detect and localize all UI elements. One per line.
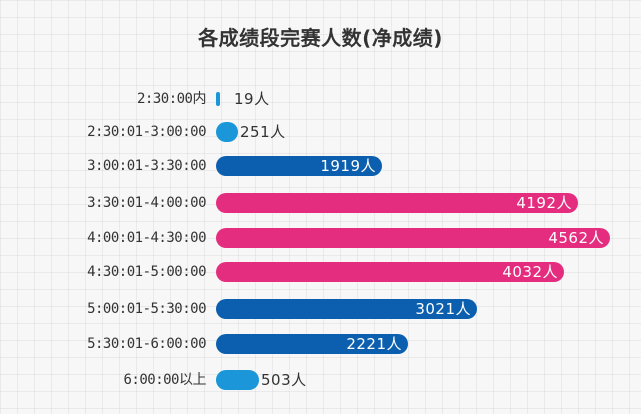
value-label: 2221人 bbox=[346, 335, 402, 353]
data-bar bbox=[216, 228, 610, 248]
data-bar bbox=[216, 156, 382, 176]
data-bar bbox=[216, 193, 578, 213]
chart-title: 各成绩段完赛人数(净成绩) bbox=[198, 26, 443, 50]
chart-row: 2:30:01-3:00:00 251人 bbox=[0, 120, 641, 144]
data-bar bbox=[216, 92, 220, 106]
chart-row: 5:00:01-5:30:00 3021人 bbox=[0, 297, 641, 321]
chart-row: 4:00:01-4:30:00 4562人 bbox=[0, 226, 641, 250]
chart-row: 2:30:00内 19人 bbox=[0, 87, 641, 111]
category-label: 4:00:01-4:30:00 bbox=[87, 230, 206, 246]
chart-row: 3:00:01-3:30:00 1919人 bbox=[0, 154, 641, 178]
value-label: 3021人 bbox=[415, 300, 471, 318]
chart-row: 3:30:01-4:00:00 4192人 bbox=[0, 191, 641, 215]
category-label: 3:00:01-3:30:00 bbox=[87, 158, 206, 174]
value-label: 4562人 bbox=[548, 229, 604, 247]
chart-row: 4:30:01-5:00:00 4032人 bbox=[0, 260, 641, 284]
category-label: 2:30:01-3:00:00 bbox=[87, 124, 206, 140]
category-label: 4:30:01-5:00:00 bbox=[87, 264, 206, 280]
value-label: 251人 bbox=[240, 123, 286, 141]
data-bar bbox=[216, 299, 477, 319]
category-label: 2:30:00内 bbox=[136, 91, 207, 107]
value-label: 4032人 bbox=[502, 263, 558, 281]
data-bar bbox=[216, 262, 564, 282]
chart-row: 5:30:01-6:00:00 2221人 bbox=[0, 332, 641, 356]
category-label: 3:30:01-4:00:00 bbox=[87, 195, 206, 211]
value-label: 503人 bbox=[261, 371, 307, 389]
value-label: 19人 bbox=[234, 90, 270, 108]
category-label: 6:00:00以上 bbox=[123, 372, 206, 388]
data-bar bbox=[216, 370, 259, 390]
category-label: 5:00:01-5:30:00 bbox=[87, 301, 206, 317]
chart-row: 6:00:00以上 503人 bbox=[0, 368, 641, 392]
value-label: 1919人 bbox=[320, 157, 376, 175]
data-bar bbox=[216, 334, 408, 354]
data-bar bbox=[216, 122, 238, 142]
category-label: 5:30:01-6:00:00 bbox=[87, 336, 206, 352]
value-label: 4192人 bbox=[516, 194, 572, 212]
